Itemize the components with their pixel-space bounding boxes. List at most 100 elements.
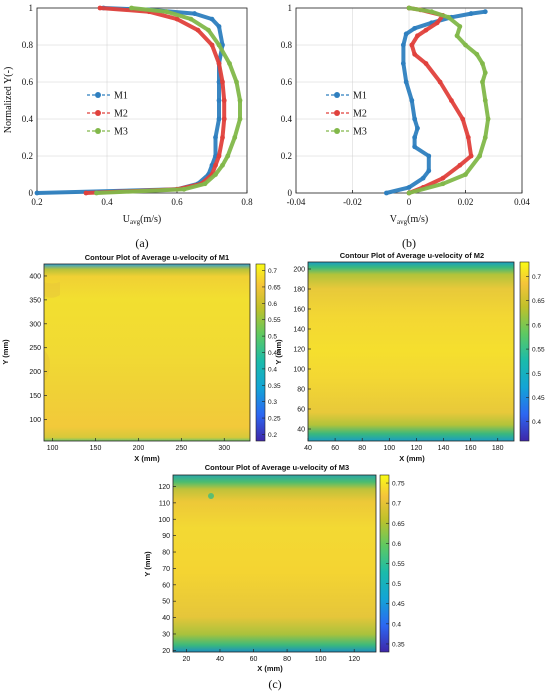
panel-b-series [384, 5, 491, 196]
contour-m2-colorbar-ticks: 0.7 0.65 0.6 0.55 0.5 0.45 0.4 [526, 274, 545, 426]
contour-m3-ytick-label: 90 [162, 533, 170, 540]
panel-b-series-m3-point [406, 190, 412, 196]
contour-m2-cbar-tick-label: 0.6 [532, 322, 541, 329]
contour-m1-cbar-tick-label: 0.65 [268, 284, 281, 291]
contour-m1-ytick-label: 300 [29, 321, 41, 328]
panel-a-series-m3-point [227, 61, 232, 66]
contour-m1-xtick-label: 150 [90, 445, 102, 452]
contour-m2-ytick-label: 200 [293, 267, 305, 274]
panel-a-series-m1-point [34, 190, 40, 196]
contour-m3-cbar-tick-label: 0.35 [392, 641, 405, 648]
contour-m1-cbar-tick-label: 0.3 [268, 399, 277, 406]
panel-b-series-m2-point [448, 98, 454, 103]
panel-a-series-m3-point [206, 27, 211, 33]
panel-a-series-m2-point [209, 42, 215, 48]
panel-a: 0.2 0.4 0.6 0.800.20.40.60.81 M1 M2 M3 Norm… [3, 3, 253, 250]
panel-a-series-m1 [36, 6, 225, 195]
panel-b-series-m3-point [482, 135, 488, 140]
panel-a-series-m1-point [216, 24, 222, 29]
panel-b-series-m1-point [482, 9, 488, 15]
contour-m3-cbar-tick-label: 0.55 [392, 561, 405, 568]
panel-b-grid [295, 7, 523, 194]
contour-m2-xtick-label: 40 [304, 445, 312, 452]
panel-a-ytick-label: 0.6 [22, 77, 34, 87]
contour-m1-colorbar-ticks: 0.7 0.65 0.6 0.55 0.5 0.45 0.4 0.35 0.3 0.25 0.2 [262, 268, 281, 439]
panel-a-series-m2-point [216, 153, 222, 159]
panel-a-sublabel: (a) [135, 236, 148, 250]
panel-a-ytick-label: 1 [29, 3, 34, 13]
contour-m2-frame [307, 261, 515, 442]
panel-a-series-m1-point [216, 98, 222, 103]
panel-b-series-m1-point [412, 135, 418, 140]
panel-a-series-m2-point [97, 5, 103, 11]
panel-b: -0.04 -0.02 0 0.02 0.04 0 0.2 0.4 0.6 0.8 1 M1 M2 … [281, 3, 531, 250]
panel-a-series-m2-point [83, 190, 89, 196]
contour-m3-colorbar-ticks: 0.75 0.7 0.65 0.6 0.55 0.5 0.45 0.4 0.35 [386, 481, 405, 648]
contour-m2-xtick-label: 80 [358, 445, 366, 452]
panel-a-series-m1-point [216, 116, 222, 122]
contour-m3-cbar-tick-label: 0.65 [392, 521, 405, 528]
contour-m1-cbar-tick-label: 0.35 [268, 383, 281, 390]
contour-m3-field [173, 475, 376, 652]
panel-a-series-m3-point [164, 9, 169, 15]
panel-b-series-m2-point [423, 61, 429, 66]
panel-b-series-m3-point [457, 24, 463, 29]
panel-a-legend-m1: M1 [114, 91, 128, 102]
panel-b-series-m2-point [409, 42, 415, 48]
panel-a-series-m3-point [234, 79, 239, 85]
panel-b-series-m3-point [482, 98, 488, 103]
panel-a-ylabel: Normalized Y(-) [3, 67, 14, 134]
panel-b-series-m2-point [468, 153, 474, 159]
panel-b-series-m2-point [465, 135, 471, 140]
panel-b-ytick-label: 0.4 [281, 114, 293, 124]
contour-m2-ytick-label: 60 [297, 407, 305, 414]
panel-a-ticks: 0.2 0.4 0.6 0.800.20.40.60.81 [22, 3, 253, 207]
contour-m3-cbar-tick-label: 0.75 [392, 481, 405, 488]
contour-m1-ytick-label: 250 [29, 345, 41, 352]
panel-b-series-m1-point [420, 175, 426, 181]
panel-a-series-m3 [96, 6, 242, 195]
contour-m2-xlabel: X (mm) [399, 454, 425, 463]
contour-m2: Contour Plot of Average u-velocity of M2… [274, 251, 545, 463]
panel-b-series-m2-point [440, 175, 446, 181]
panel-a-series-m3-point [188, 16, 194, 22]
contour-m3-ytick-label: 50 [162, 599, 170, 606]
contour-m3-ytick-label: 60 [162, 582, 170, 589]
contour-m3-frame [172, 474, 377, 653]
panel-b-series-m3-point [477, 153, 483, 159]
panel-a-ytick-label: 0.4 [22, 114, 34, 124]
panel-a-series [34, 5, 243, 196]
contour-m1-title: Contour Plot of Average u-velocity of M1 [85, 253, 229, 262]
panel-a-series-m2 [85, 6, 227, 195]
contour-m1-xtick-label: 300 [218, 445, 230, 452]
panel-b-series-m3-point [482, 70, 488, 76]
contour-m2-ytick-label: 80 [297, 387, 305, 394]
contour-m2-ylabel: Y (mm) [274, 339, 283, 365]
contour-m1-field-blob [44, 282, 60, 380]
contour-m1-ticks: 100 150 200 250 300 100 150 200 250 300 350 400 [29, 273, 230, 452]
panel-a-series-m3-point [232, 135, 238, 140]
contour-m1-xtick-label: 100 [47, 445, 59, 452]
contour-m3-xtick-label: 40 [216, 656, 224, 663]
panel-a-series-m3-point [237, 116, 243, 122]
panel-a-series-m2-point [221, 98, 227, 103]
contour-m2-xtick-label: 120 [411, 445, 423, 452]
contour-m3-ytick-label: 100 [158, 517, 170, 524]
contour-m3-ytick-label: 20 [162, 648, 170, 655]
panel-b-series-m3-point [446, 14, 451, 20]
panel-a-series-m3-point [181, 186, 187, 192]
panel-b-series-m1-point [400, 42, 406, 48]
contour-m2-ytick-label: 180 [293, 287, 305, 294]
contour-sublabel: (c) [268, 677, 281, 691]
panel-a-xtick-label: 0.8 [241, 197, 253, 207]
contour-m2-title: Contour Plot of Average u-velocity of M2 [340, 251, 484, 260]
panel-b-series-m2-point [423, 27, 429, 33]
panel-b-series-m3-point [440, 181, 446, 187]
panel-b-xlabel-sub: avg [397, 218, 408, 226]
contour-m3-ytick-label: 40 [162, 615, 170, 622]
contour-m3-title: Contour Plot of Average u-velocity of M3 [205, 463, 349, 472]
contour-m2-cbar-tick-label: 0.55 [532, 347, 545, 354]
contour-m3-cbar-tick-label: 0.6 [392, 541, 401, 548]
panel-b-series-m1-point [412, 144, 418, 150]
panel-a-legend: M1 M2 M3 [87, 91, 128, 138]
